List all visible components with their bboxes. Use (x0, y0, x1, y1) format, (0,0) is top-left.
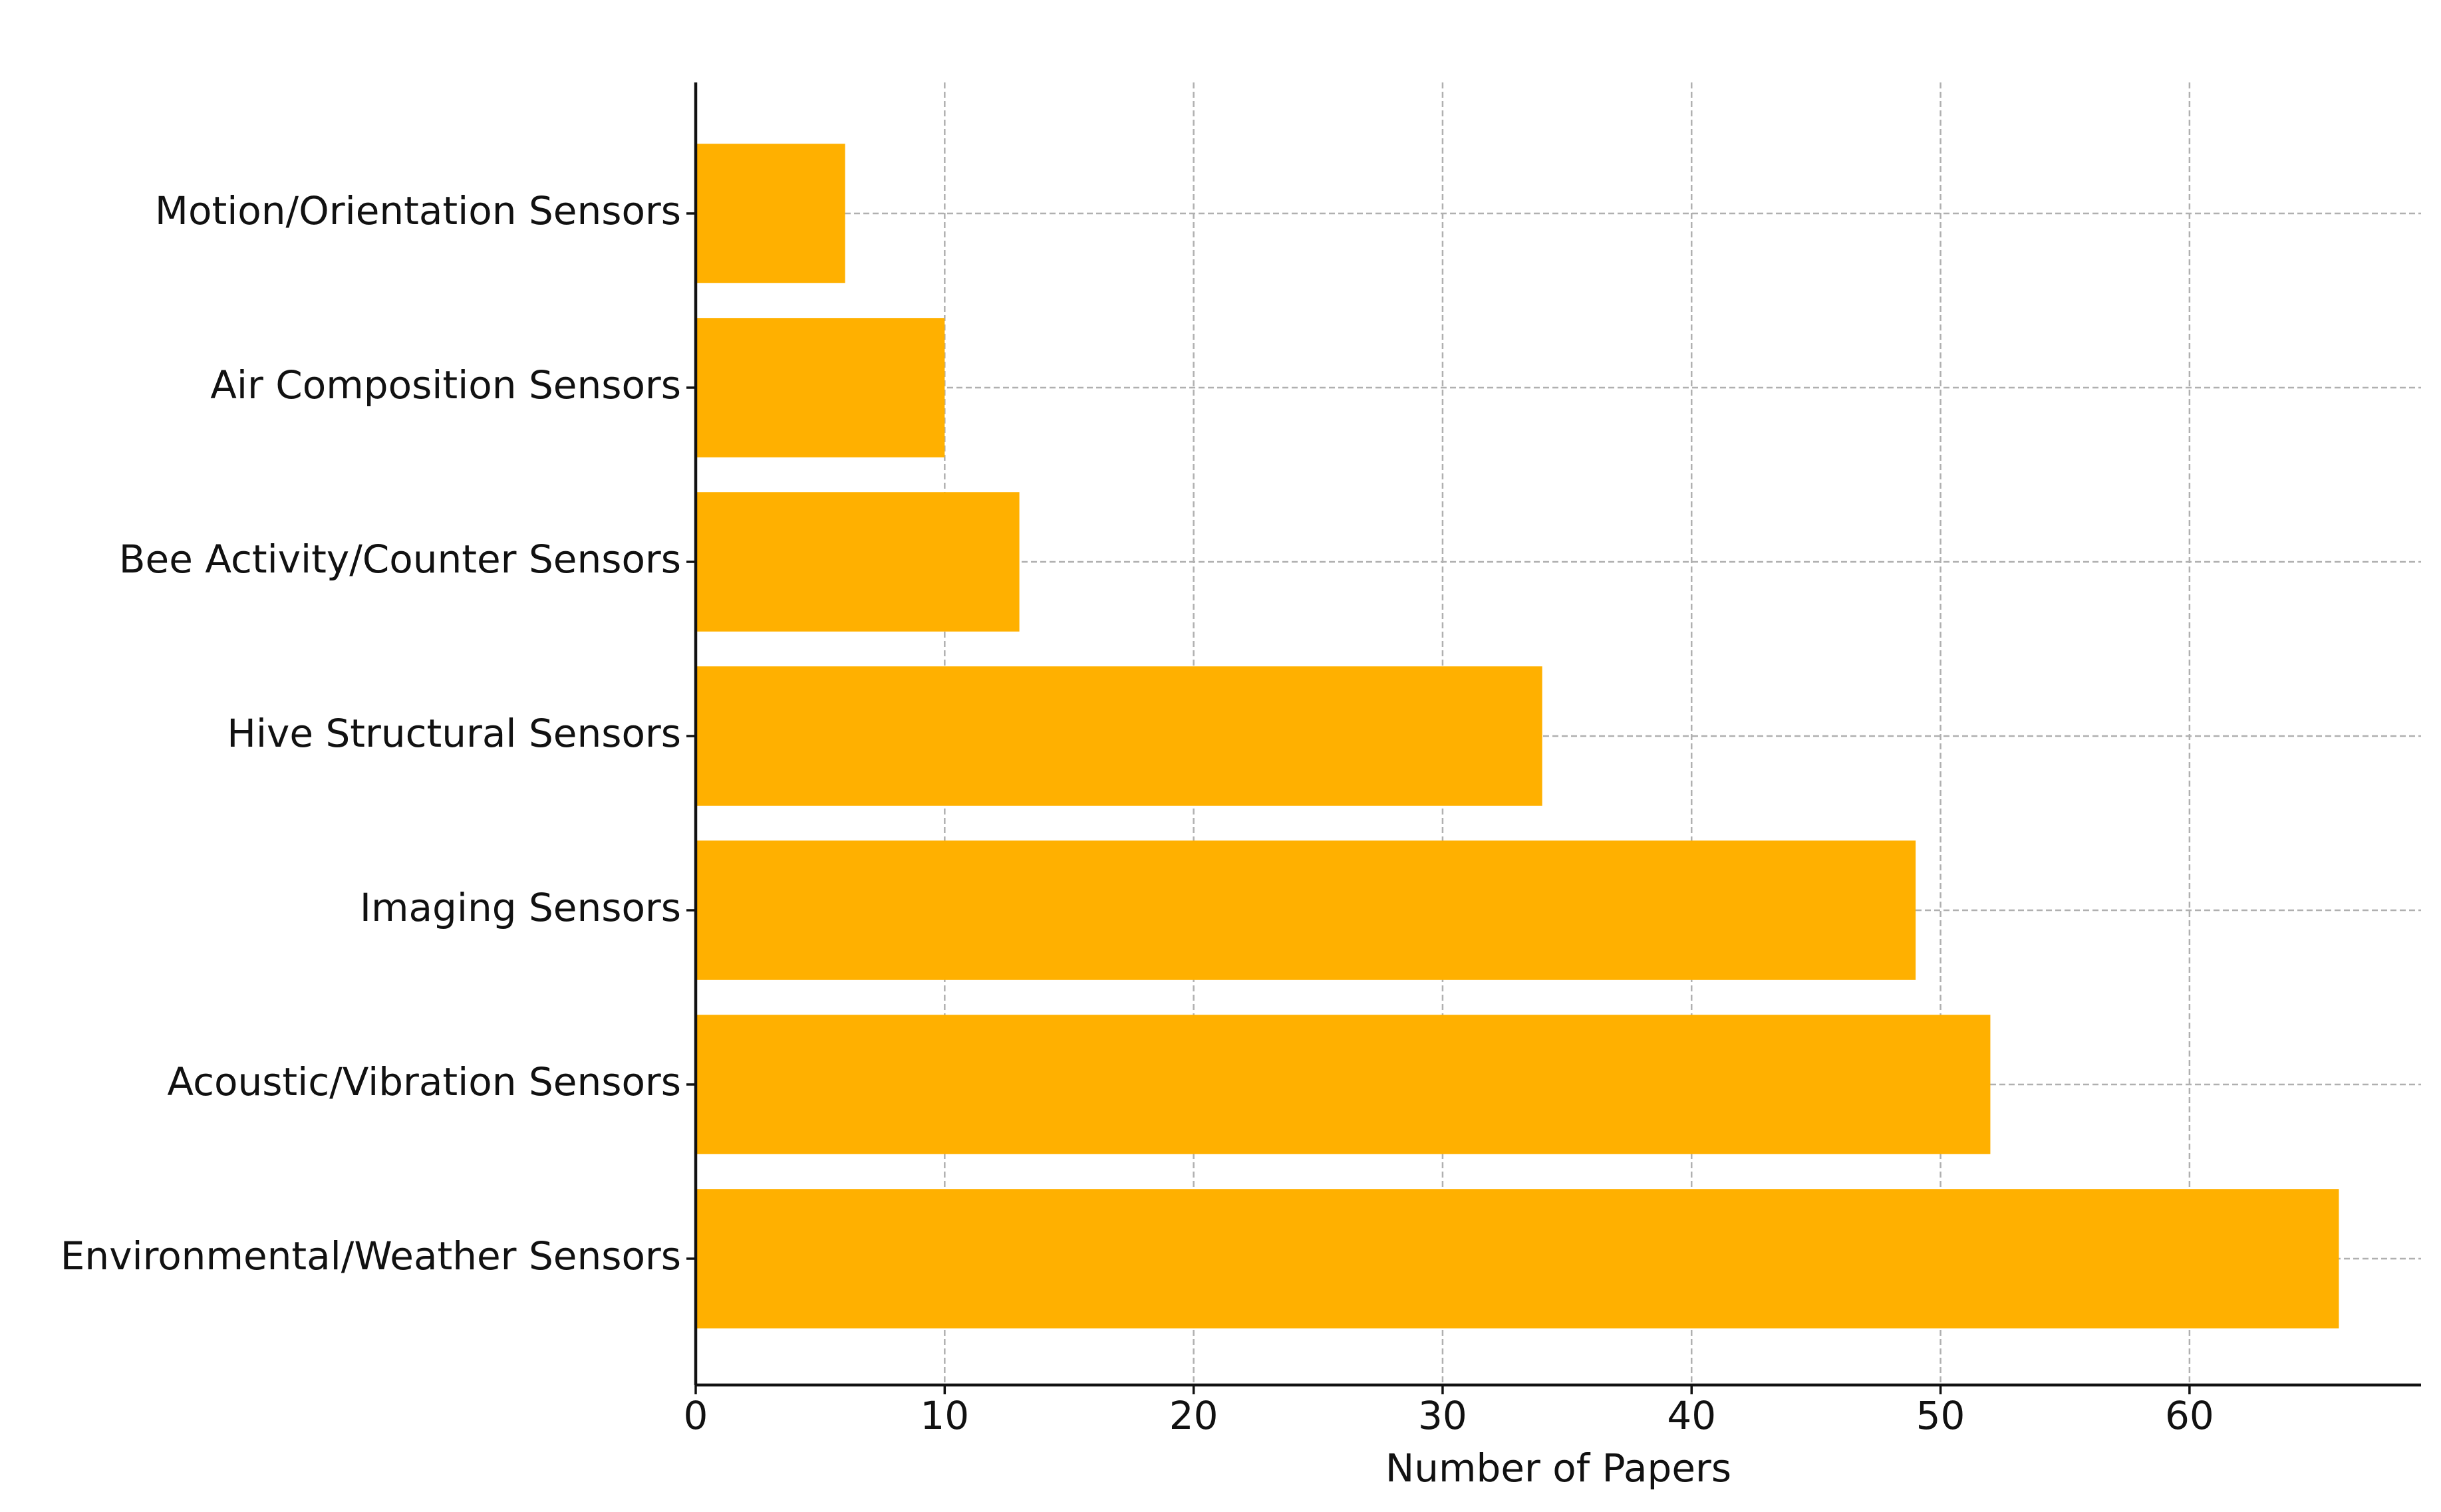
y-tick-label: Air Composition Sensors (210, 362, 681, 408)
x-axis-label: Number of Papers (1385, 1446, 1731, 1491)
y-tick-label: Acoustic/Vibration Sensors (167, 1059, 681, 1104)
y-tick-label: Hive Structural Sensors (227, 711, 681, 756)
y-tick-label: Environmental/Weather Sensors (61, 1233, 681, 1279)
x-tick-label: 10 (920, 1393, 969, 1438)
bar (696, 318, 945, 457)
x-tick-label: 50 (1916, 1393, 1965, 1438)
bar (696, 840, 1916, 980)
x-tick-label: 20 (1169, 1393, 1219, 1438)
x-tick-label: 30 (1418, 1393, 1467, 1438)
x-tick-label: 0 (684, 1393, 708, 1438)
y-tick-label: Motion/Orientation Sensors (155, 188, 681, 233)
x-tick-label: 40 (1667, 1393, 1716, 1438)
bar (696, 1015, 1991, 1154)
y-tick-label: Bee Activity/Counter Sensors (119, 537, 681, 582)
bar (696, 1189, 2339, 1328)
bar (696, 144, 845, 283)
bar (696, 666, 1542, 806)
y-tick-label: Imaging Sensors (360, 885, 681, 930)
x-tick-label: 60 (2165, 1393, 2214, 1438)
bar (696, 492, 1020, 632)
